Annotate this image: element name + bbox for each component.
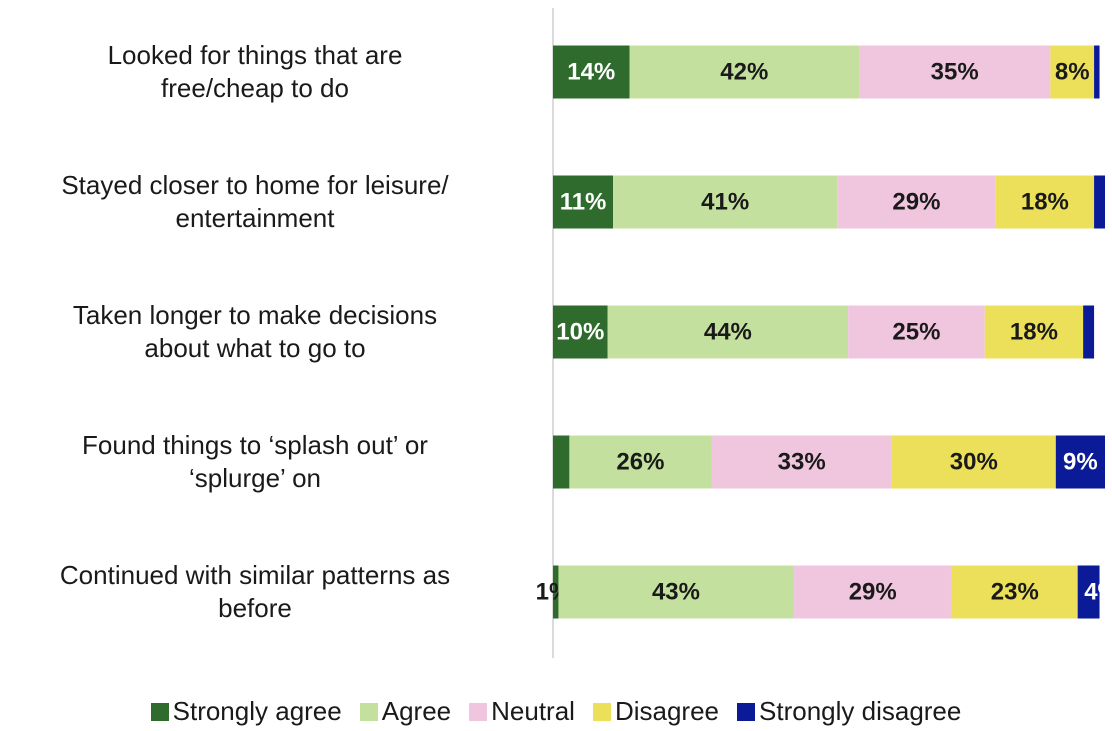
legend-swatch — [592, 702, 611, 721]
legend-swatch — [737, 702, 756, 721]
bar-segment — [1094, 45, 1100, 99]
bar-segment — [607, 305, 849, 359]
legend-label: Strongly agree — [172, 696, 342, 726]
bar-segment — [837, 175, 996, 229]
category-label: Stayed closer to home for leisure/ enter… — [61, 170, 449, 233]
data-label: 11% — [560, 188, 607, 215]
bar-segment — [553, 435, 570, 489]
bar-segment — [1055, 435, 1105, 489]
bar-segment — [793, 565, 952, 619]
bar-segment — [1050, 45, 1095, 99]
category-label: Found things to ‘splash out’ or ‘splurge… — [82, 430, 428, 493]
data-label: 26% — [616, 448, 664, 475]
data-label: 4% — [1084, 578, 1112, 605]
bar-segment — [553, 305, 608, 359]
legend-item: Neutral — [469, 696, 575, 727]
data-label: 35% — [931, 58, 979, 85]
legend: Strongly agree Agree Neutral Disagree Strong… — [0, 696, 1112, 727]
legend-item: Agree — [359, 696, 452, 727]
bar-segment — [1094, 175, 1105, 229]
legend-label: Neutral — [491, 696, 575, 726]
bar-segment — [613, 175, 838, 229]
legend-item: Strongly disagree — [737, 696, 961, 727]
data-label: 30% — [950, 448, 998, 475]
data-label: 9% — [1063, 448, 1098, 475]
bar-segment — [984, 305, 1084, 359]
bar-segment — [553, 175, 614, 229]
bar-segment — [848, 305, 985, 359]
category-label: Taken longer to make decisions about wha… — [72, 300, 438, 363]
bar-segment — [711, 435, 892, 489]
legend-swatch — [469, 702, 488, 721]
data-label: 29% — [892, 188, 940, 215]
legend-swatch — [359, 702, 378, 721]
data-label: 23% — [991, 578, 1039, 605]
bar-segment — [569, 435, 712, 489]
data-label: 25% — [892, 318, 940, 345]
data-label: 44% — [704, 318, 752, 345]
bar-segment — [951, 565, 1078, 619]
legend-item: Strongly agree — [150, 696, 342, 727]
bar-segment — [558, 565, 794, 619]
legend-item: Disagree — [592, 696, 720, 727]
bar-segment — [553, 565, 559, 619]
bar-segment — [1083, 305, 1095, 359]
data-label: 14% — [567, 58, 615, 85]
legend-label: Agree — [381, 696, 452, 726]
legend-label: Disagree — [614, 696, 720, 726]
data-label: 18% — [1021, 188, 1069, 215]
data-label: 8% — [1055, 58, 1090, 85]
data-label: 29% — [849, 578, 897, 605]
data-label: 10% — [556, 318, 604, 345]
category-label: Continued with similar patterns as befor… — [59, 560, 451, 623]
data-label: 42% — [720, 58, 768, 85]
bar-segment — [891, 435, 1056, 489]
data-label: 33% — [778, 448, 826, 475]
data-label: 41% — [701, 188, 749, 215]
bar-segment — [995, 175, 1095, 229]
legend-label: Strongly disagree — [759, 696, 962, 726]
bar-segment — [553, 45, 630, 99]
bar-segment — [1077, 565, 1100, 619]
bar-segment — [859, 45, 1051, 99]
data-label: 43% — [652, 578, 700, 605]
legend-swatch — [150, 702, 169, 721]
data-label: 18% — [1010, 318, 1058, 345]
category-label: Looked for things that are free/cheap to… — [107, 40, 403, 103]
bar-segment — [629, 45, 860, 99]
